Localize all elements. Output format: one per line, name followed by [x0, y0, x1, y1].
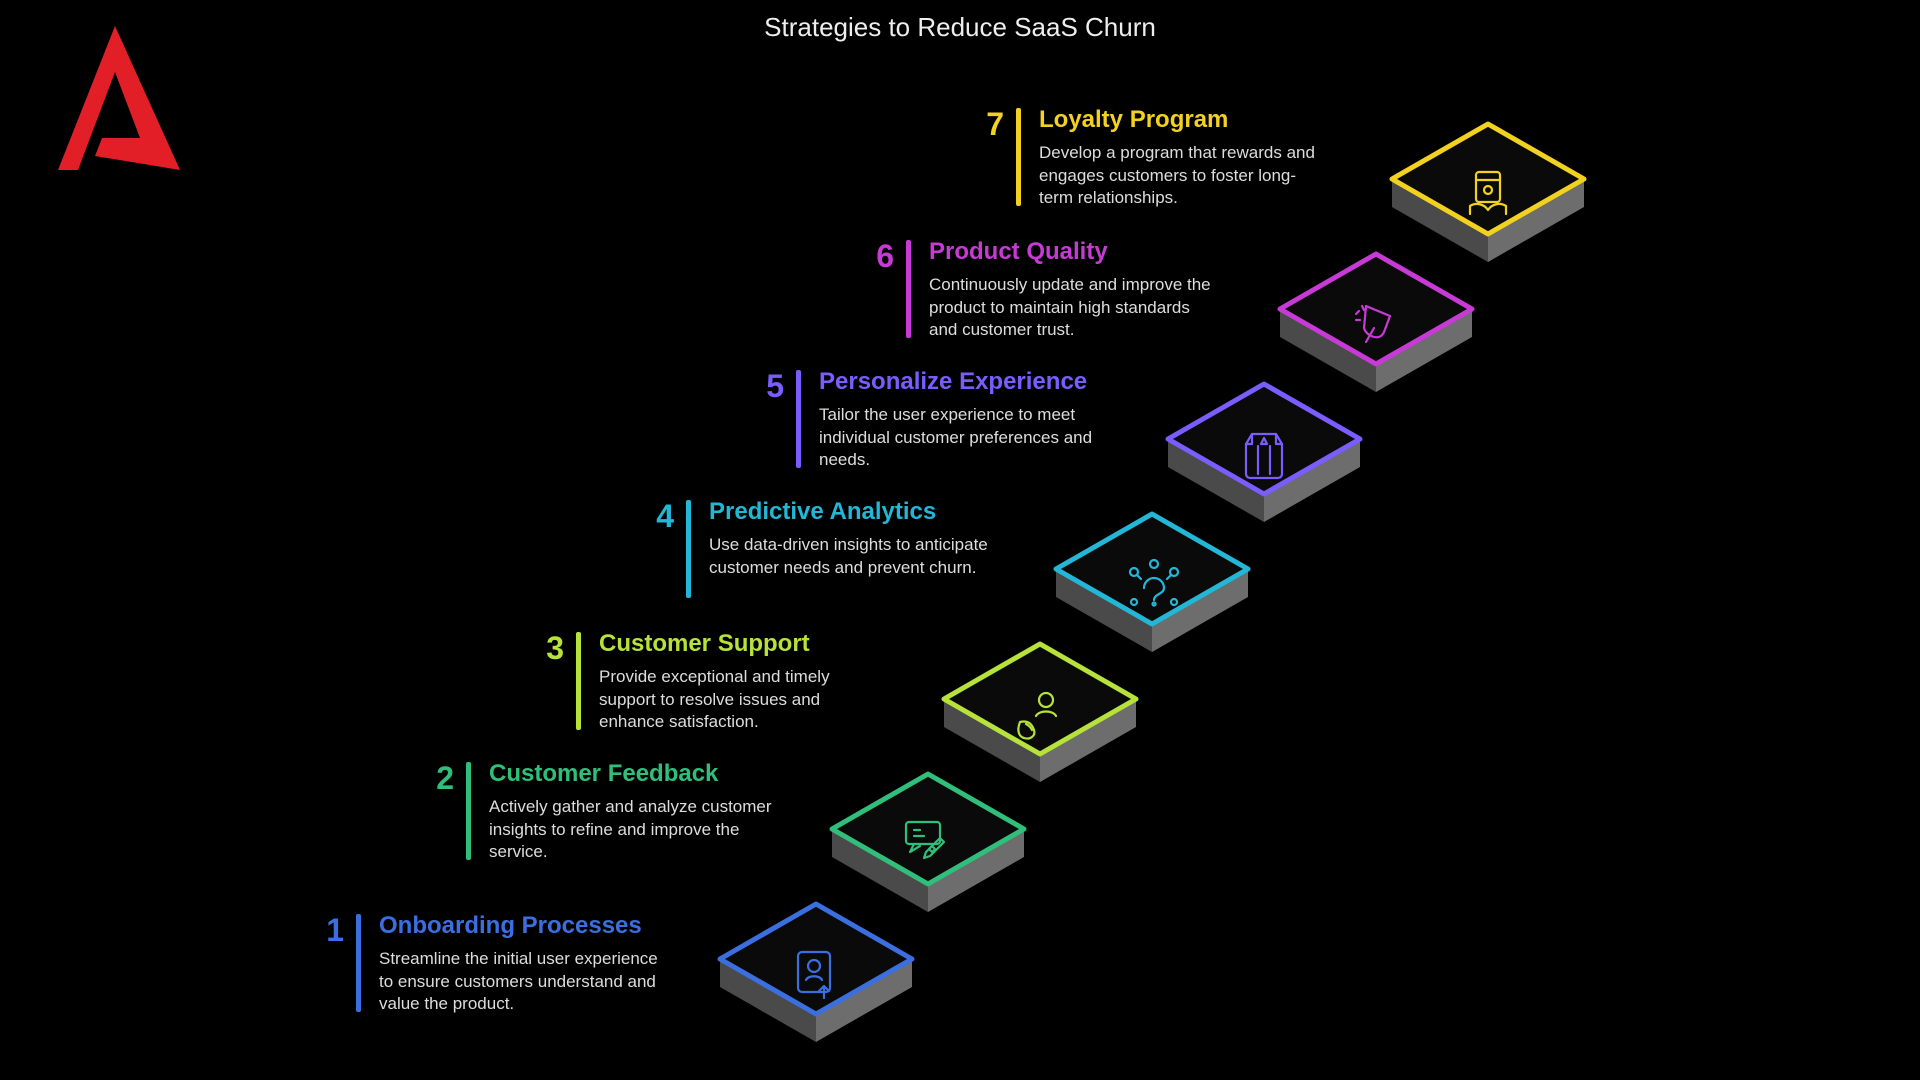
analytics-icon: [1120, 552, 1184, 616]
step-number: 5: [730, 368, 784, 405]
step-number: 7: [950, 106, 1004, 143]
step-bar: [1016, 108, 1021, 206]
infographic-stage: Strategies to Reduce SaaS Churn 1 Onboar…: [0, 0, 1920, 1080]
step-body: Develop a program that rewards and engag…: [1039, 142, 1329, 211]
feedback-icon: [896, 812, 960, 876]
step-body: Streamline the initial user experience t…: [379, 948, 669, 1017]
step-heading: Personalize Experience: [819, 368, 1109, 396]
step-heading: Onboarding Processes: [379, 912, 669, 940]
step-tile-6: [1280, 254, 1472, 397]
step-tile-4: [1056, 514, 1248, 657]
step-number: 2: [400, 760, 454, 797]
step-body: Actively gather and analyze customer ins…: [489, 796, 779, 865]
step-body: Provide exceptional and timely support t…: [599, 666, 889, 735]
step-heading: Product Quality: [929, 238, 1219, 266]
brand-logo: [40, 20, 190, 185]
step-text-2: 2 Customer Feedback Actively gather and …: [400, 760, 800, 864]
step-body: Tailor the user experience to meet indiv…: [819, 404, 1109, 473]
step-tile-3: [944, 644, 1136, 787]
step-text-4: 4 Predictive Analytics Use data-driven i…: [620, 498, 1020, 598]
step-heading: Loyalty Program: [1039, 106, 1329, 134]
loyalty-icon: [1456, 162, 1520, 226]
step-tile-2: [832, 774, 1024, 917]
step-number: 3: [510, 630, 564, 667]
personalize-icon: [1232, 422, 1296, 486]
step-tile-1: [720, 904, 912, 1047]
step-number: 1: [290, 912, 344, 949]
step-text-1: 1 Onboarding Processes Streamline the in…: [290, 912, 690, 1016]
page-title: Strategies to Reduce SaaS Churn: [0, 12, 1920, 43]
step-text-3: 3 Customer Support Provide exceptional a…: [510, 630, 910, 734]
step-text-5: 5 Personalize Experience Tailor the user…: [730, 368, 1130, 472]
step-text-6: 6 Product Quality Continuously update an…: [840, 238, 1240, 342]
step-text-7: 7 Loyalty Program Develop a program that…: [950, 106, 1350, 210]
step-bar: [796, 370, 801, 468]
step-number: 6: [840, 238, 894, 275]
onboarding-icon: [784, 942, 848, 1006]
step-bar: [466, 762, 471, 860]
step-tile-7: [1392, 124, 1584, 267]
step-number: 4: [620, 498, 674, 535]
step-body: Use data-driven insights to anticipate c…: [709, 534, 999, 580]
step-heading: Customer Support: [599, 630, 889, 658]
step-bar: [576, 632, 581, 730]
step-bar: [906, 240, 911, 338]
step-body: Continuously update and improve the prod…: [929, 274, 1219, 343]
support-icon: [1008, 682, 1072, 746]
step-heading: Customer Feedback: [489, 760, 779, 788]
step-bar: [686, 500, 691, 598]
quality-icon: [1344, 292, 1408, 356]
step-bar: [356, 914, 361, 1012]
step-tile-5: [1168, 384, 1360, 527]
step-heading: Predictive Analytics: [709, 498, 999, 526]
